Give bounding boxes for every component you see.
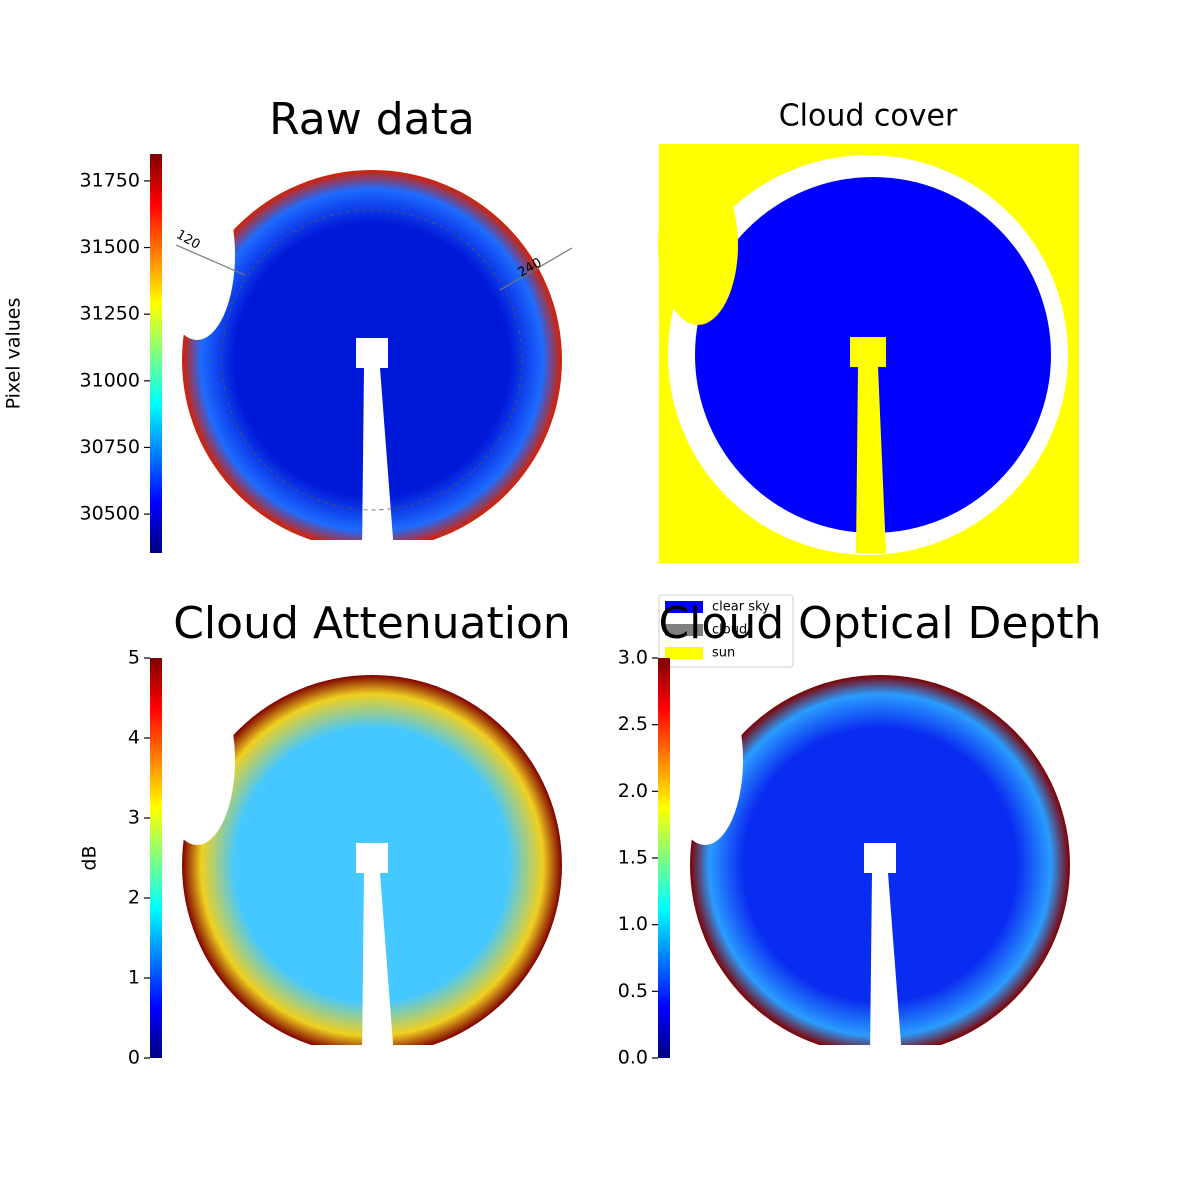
colorbar-tick-label: 31500 bbox=[80, 236, 140, 258]
polar-grid bbox=[221, 209, 523, 511]
image-cut bbox=[667, 675, 743, 845]
legend-label: sun bbox=[712, 646, 735, 661]
colorbar-label: dB bbox=[79, 845, 101, 870]
image-cut bbox=[159, 675, 235, 845]
sun-pole bbox=[856, 367, 886, 553]
colorbar-tick-label: 2.5 bbox=[618, 713, 648, 735]
colorbar-tick-label: 1 bbox=[128, 967, 140, 989]
colorbar-label: Pixel values bbox=[3, 298, 25, 410]
colorbar-tick-label: 30750 bbox=[80, 436, 140, 458]
legend-label: cloud bbox=[712, 623, 747, 638]
image-panel bbox=[667, 675, 1080, 1065]
legend-swatch bbox=[665, 647, 703, 659]
legend-swatch bbox=[665, 601, 703, 613]
colorbar-tick-label: 0.0 bbox=[618, 1047, 648, 1069]
mast-block bbox=[864, 843, 896, 873]
image-cut bbox=[159, 170, 235, 340]
colorbar-tick-label: 2.0 bbox=[618, 780, 648, 802]
legend-swatch bbox=[665, 624, 703, 636]
colorbar bbox=[150, 658, 162, 1058]
image-cut bbox=[658, 165, 738, 325]
colorbar-tick-label: 31750 bbox=[80, 169, 140, 191]
colorbar-tick-label: 1.0 bbox=[618, 913, 648, 935]
colorbar-tick-label: 2 bbox=[128, 887, 140, 909]
mast-block bbox=[356, 338, 388, 368]
mast-pole bbox=[362, 873, 394, 1057]
colorbar-tick-label: 31250 bbox=[80, 303, 140, 325]
mast-block bbox=[356, 843, 388, 873]
colorbar-tick-label: 0 bbox=[128, 1047, 140, 1069]
image-panel bbox=[159, 170, 572, 560]
panel-title: Cloud Optical Depth bbox=[658, 598, 1101, 649]
polar-axis-line bbox=[499, 247, 573, 291]
colorbar-tick-label: 3.0 bbox=[618, 647, 648, 669]
colorbar bbox=[150, 154, 162, 553]
colorbar-tick-label: 0.5 bbox=[618, 980, 648, 1002]
legend-label: clear sky bbox=[712, 600, 770, 615]
image-panel bbox=[159, 675, 572, 1065]
colorbar-tick-label: 1.5 bbox=[618, 847, 648, 869]
colorbar-tick-label: 31000 bbox=[80, 369, 140, 391]
mast-pole bbox=[362, 368, 394, 552]
panel-title: Cloud cover bbox=[779, 99, 958, 134]
colorbar-tick-label: 3 bbox=[128, 807, 140, 829]
colorbar bbox=[658, 658, 670, 1058]
sun-block bbox=[850, 337, 886, 367]
colorbar-tick-label: 30500 bbox=[80, 503, 140, 525]
mast-pole bbox=[870, 873, 902, 1057]
colorbar-tick-label: 5 bbox=[128, 647, 140, 669]
image-panel bbox=[658, 144, 1079, 563]
colorbar-tick-label: 4 bbox=[128, 727, 140, 749]
panel-title: Raw data bbox=[269, 94, 475, 145]
panel-title: Cloud Attenuation bbox=[173, 598, 571, 649]
polar-axis-line bbox=[175, 244, 246, 276]
